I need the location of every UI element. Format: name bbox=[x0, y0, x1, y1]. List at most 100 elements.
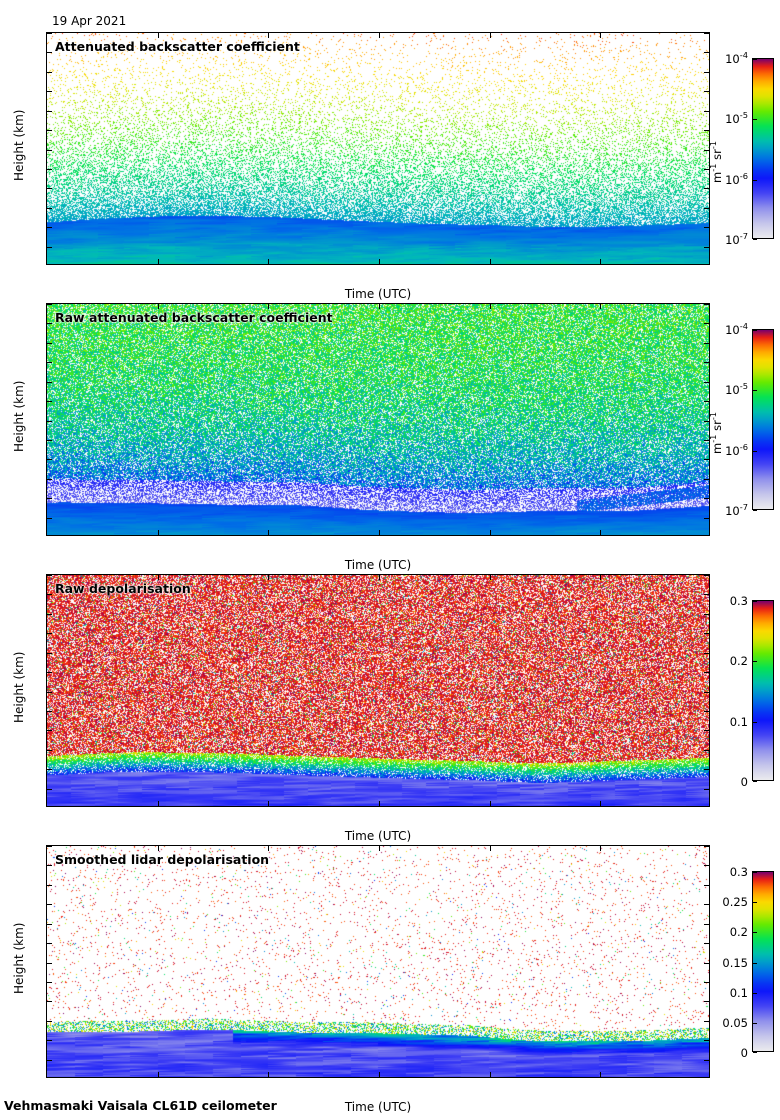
x-tick-mark bbox=[489, 530, 491, 535]
colorbar-tick-label: 0.15 bbox=[722, 955, 748, 970]
colorbar-tick-label: 10-6 bbox=[725, 441, 748, 458]
y-axis-title: Height (km) bbox=[12, 922, 26, 994]
y-tick-mark bbox=[704, 923, 709, 925]
colorbar-tick-label: 10-4 bbox=[725, 321, 748, 337]
y-tick-mark bbox=[47, 652, 52, 654]
colorbar-tick-mark bbox=[753, 510, 757, 511]
x-tick-mark bbox=[268, 304, 270, 309]
y-tick-mark bbox=[47, 730, 52, 732]
y-tick-mark bbox=[704, 323, 709, 325]
y-tick-mark bbox=[704, 846, 709, 847]
y-tick-mark bbox=[704, 865, 709, 867]
y-tick-mark bbox=[704, 943, 709, 945]
x-tick-mark bbox=[489, 304, 491, 309]
x-tick-mark bbox=[600, 304, 602, 309]
plot-area-raw-depolarisation[interactable]: Raw depolarisation012345678910111200:000… bbox=[46, 574, 710, 807]
y-tick-mark bbox=[47, 52, 52, 54]
y-tick-mark bbox=[704, 439, 709, 441]
y-tick-mark bbox=[47, 227, 52, 229]
colorbar-tick-mark bbox=[753, 1052, 757, 1053]
y-tick-mark bbox=[704, 962, 709, 964]
x-tick-mark bbox=[600, 846, 602, 851]
colorbar-tick-mark bbox=[753, 330, 757, 331]
y-tick-mark bbox=[704, 1059, 709, 1061]
y-tick-mark bbox=[704, 769, 709, 771]
y-tick-mark bbox=[47, 943, 52, 945]
plot-area-smoothed-lidar-depolarisation[interactable]: Smoothed lidar depolarisation01234567891… bbox=[46, 845, 710, 1078]
y-tick-mark bbox=[47, 710, 52, 712]
y-tick-mark bbox=[47, 769, 52, 771]
y-tick-mark bbox=[47, 691, 52, 693]
x-tick-mark bbox=[379, 801, 380, 806]
colorbar-tick-label: 10-5 bbox=[725, 110, 748, 127]
plot-area-raw-attenuated-backscatter[interactable]: Raw attenuated backscatter coefficient01… bbox=[46, 303, 710, 536]
y-tick-mark bbox=[47, 613, 52, 615]
heatmap-canvas-smoothed-lidar-depolarisation bbox=[47, 846, 709, 1077]
y-tick-mark bbox=[704, 207, 709, 209]
y-axis-title: Height (km) bbox=[12, 109, 26, 181]
colorbar-tick-mark bbox=[753, 721, 757, 723]
colorbar-tick-label: 0 bbox=[740, 775, 748, 789]
x-tick-mark bbox=[489, 259, 491, 264]
x-tick-mark bbox=[379, 1072, 380, 1077]
colorbar-tick-mark bbox=[753, 601, 757, 602]
y-tick-mark bbox=[47, 459, 52, 461]
colorbar-tick-mark bbox=[753, 450, 757, 452]
y-tick-mark bbox=[47, 575, 52, 576]
colorbar-tick-mark bbox=[753, 992, 757, 994]
colorbar-tick-label: 10-7 bbox=[725, 231, 748, 247]
x-tick-mark bbox=[600, 33, 602, 38]
x-tick-mark bbox=[489, 801, 491, 806]
x-tick-mark bbox=[600, 801, 602, 806]
x-tick-mark bbox=[157, 304, 159, 309]
x-tick-mark bbox=[600, 1072, 602, 1077]
y-tick-mark bbox=[47, 381, 52, 383]
y-tick-mark bbox=[47, 168, 52, 170]
x-tick-mark bbox=[268, 801, 270, 806]
colorbar-title-raw-attenuated-backscatter: m-1 sr-1 bbox=[708, 411, 724, 454]
x-tick-mark bbox=[379, 33, 380, 38]
y-tick-mark bbox=[704, 710, 709, 712]
x-tick-mark bbox=[268, 259, 270, 264]
colorbar-tick-mark bbox=[753, 239, 757, 240]
y-tick-mark bbox=[47, 498, 52, 500]
y-tick-mark bbox=[704, 110, 709, 112]
colorbar-tick-mark bbox=[753, 781, 757, 782]
panel-title-attenuated-backscatter: Attenuated backscatter coefficient bbox=[55, 39, 300, 54]
y-tick-mark bbox=[47, 149, 52, 151]
heatmap-canvas-attenuated-backscatter bbox=[47, 33, 709, 264]
y-tick-mark bbox=[47, 342, 52, 344]
x-tick-mark bbox=[489, 575, 491, 580]
y-tick-mark bbox=[47, 130, 52, 132]
y-axis-title: Height (km) bbox=[12, 651, 26, 723]
y-tick-mark bbox=[704, 788, 709, 790]
y-tick-mark bbox=[704, 594, 709, 596]
x-tick-mark bbox=[379, 259, 380, 264]
y-tick-mark bbox=[47, 846, 52, 847]
y-tick-mark bbox=[704, 1040, 709, 1042]
y-tick-mark bbox=[47, 749, 52, 751]
colorbar-tick-label: 0.05 bbox=[722, 1015, 748, 1030]
y-tick-mark bbox=[704, 227, 709, 229]
colorbar-tick-mark bbox=[753, 962, 757, 964]
plot-area-attenuated-backscatter[interactable]: Attenuated backscatter coefficient012345… bbox=[46, 32, 710, 265]
x-tick-mark bbox=[379, 304, 380, 309]
colorbar-tick-label: 10-7 bbox=[725, 502, 748, 518]
x-tick-mark bbox=[268, 530, 270, 535]
panel-title-raw-depolarisation: Raw depolarisation bbox=[55, 581, 191, 596]
y-tick-mark bbox=[47, 110, 52, 112]
x-tick-mark bbox=[600, 530, 602, 535]
colorbar-smoothed-lidar-depolarisation: 0.3 0.25 0.2 0.15 0.1 0.05 0 bbox=[722, 865, 774, 1060]
y-axis-title: Height (km) bbox=[12, 380, 26, 452]
panel-title-raw-attenuated-backscatter: Raw attenuated backscatter coefficient bbox=[55, 310, 333, 325]
date-label: 19 Apr 2021 bbox=[52, 14, 127, 28]
y-tick-mark bbox=[47, 1020, 52, 1022]
y-tick-mark bbox=[47, 478, 52, 480]
x-axis-title: Time (UTC) bbox=[344, 829, 412, 843]
x-tick-mark bbox=[157, 575, 159, 580]
colorbar-tick-mark bbox=[753, 661, 757, 663]
y-tick-mark bbox=[47, 788, 52, 790]
colorbar-tick-mark bbox=[753, 932, 757, 934]
y-tick-mark bbox=[704, 517, 709, 519]
y-tick-mark bbox=[47, 633, 52, 635]
